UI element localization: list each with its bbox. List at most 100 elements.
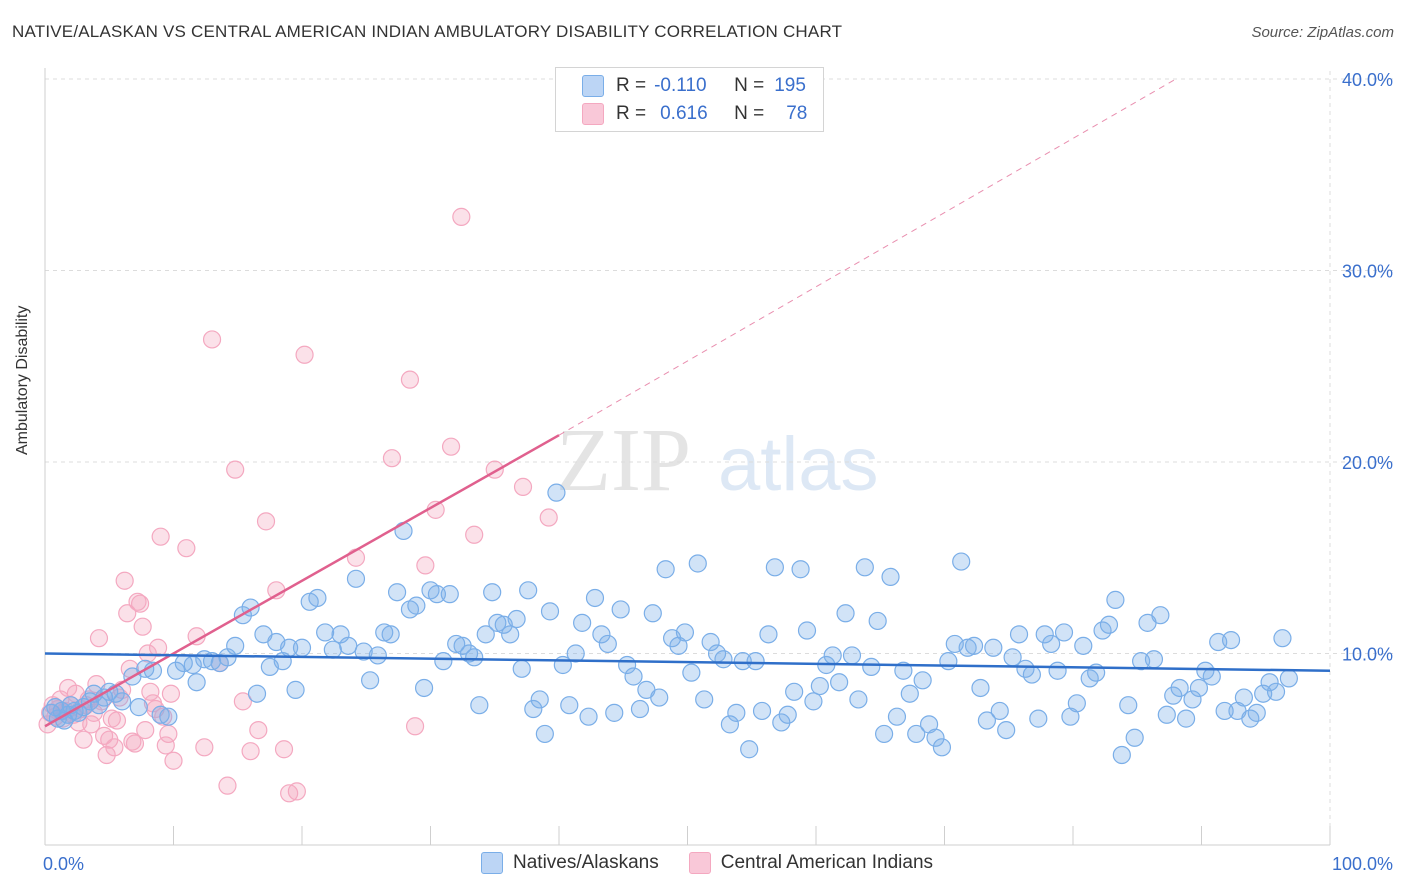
natives-point [913, 671, 932, 690]
central-american-point [125, 734, 145, 753]
natives-point [1009, 625, 1029, 644]
natives-point [394, 521, 413, 541]
y-tick-label: 10.0% [1342, 645, 1393, 665]
natives-point [791, 560, 810, 579]
natives-point [1067, 694, 1086, 713]
natives-point [387, 583, 407, 602]
legend-r-label: R = [616, 103, 647, 124]
central-american-trend-line [44, 434, 560, 728]
y-tick-label: 40.0% [1342, 70, 1393, 90]
natives-point [540, 602, 560, 621]
source-label: Source: ZipAtlas.com [1251, 24, 1394, 41]
central-american-point [382, 449, 402, 468]
natives-point [900, 684, 919, 703]
central-american-point [130, 594, 150, 613]
natives-point [166, 661, 186, 680]
natives-point [675, 623, 695, 642]
natives-point [887, 707, 907, 726]
legend-n-value: 78 [786, 103, 808, 124]
natives-point [868, 611, 887, 631]
legend-r-value: 0.616 [660, 103, 708, 124]
natives-point [566, 644, 585, 663]
legend-row-natives: R = -0.110 N = 195 [582, 73, 806, 99]
central-american-point [241, 742, 260, 761]
central-american-point [513, 477, 533, 496]
natives-point [630, 699, 650, 719]
central-american-point [177, 539, 196, 558]
natives-point [688, 554, 707, 573]
legend-r-label: R = [616, 75, 647, 96]
central-american-point [287, 782, 306, 801]
natives-point [907, 724, 926, 744]
blue-swatch-icon [481, 852, 503, 874]
natives-point [1099, 615, 1119, 634]
central-american-point [133, 617, 152, 636]
natives-point [592, 625, 611, 644]
natives-point [476, 625, 495, 644]
natives-point [997, 720, 1016, 740]
natives-point [1202, 667, 1221, 686]
legend-central-american-label: Central American Indians [720, 852, 934, 873]
central-american-point [164, 751, 183, 770]
central-american-point [452, 207, 471, 226]
watermark-zip: ZIP [556, 411, 691, 510]
central-american-point [202, 330, 222, 349]
central-american-point [97, 745, 116, 765]
x-tick-label: 100.0% [1332, 854, 1393, 874]
natives-point [849, 690, 868, 709]
natives-point [1273, 629, 1292, 648]
natives-point [1048, 661, 1067, 680]
natives-point [862, 657, 881, 677]
natives-point [1029, 709, 1048, 728]
natives-point [785, 682, 804, 701]
natives-point [1183, 690, 1202, 709]
natives-point [512, 659, 531, 678]
natives-point [624, 667, 643, 686]
natives-point [292, 638, 312, 657]
chart-title: NATIVE/ALASKAN VS CENTRAL AMERICAN INDIA… [12, 22, 843, 41]
central-american-point [295, 345, 314, 364]
central-american-point [74, 730, 93, 749]
central-american-point [441, 437, 461, 456]
natives-point [524, 699, 543, 719]
correlation-legend: R = -0.110 N = 195 R = 0.616 N = 78 [555, 67, 824, 132]
watermark-atlas: atlas [718, 422, 879, 507]
y-tick-label: 20.0% [1342, 453, 1393, 473]
natives-point [1157, 705, 1176, 724]
pink-swatch-icon [582, 103, 604, 125]
natives-point [752, 701, 772, 721]
central-american-point [151, 527, 170, 546]
natives-point [881, 567, 900, 587]
central-american-trend-extension [558, 78, 1177, 436]
natives-point [414, 678, 434, 698]
natives-point [952, 552, 971, 571]
natives-point [247, 684, 267, 703]
natives-point [407, 596, 426, 615]
natives-point [823, 646, 842, 665]
natives-point [465, 648, 484, 667]
natives-point [804, 692, 823, 711]
natives-point [1221, 630, 1241, 650]
natives-point [875, 724, 894, 744]
central-american-point [195, 738, 214, 757]
natives-point [971, 678, 990, 698]
natives-point [488, 613, 507, 632]
natives-point [286, 680, 305, 699]
natives-point [1266, 682, 1286, 701]
natives-point [535, 724, 554, 744]
natives-point [159, 707, 178, 726]
natives-point [447, 634, 466, 654]
natives-point [368, 646, 387, 665]
legend-n-value: 195 [774, 75, 806, 96]
natives-point [375, 623, 394, 642]
central-american-point [161, 684, 181, 703]
natives-point [598, 634, 617, 654]
natives-point [1125, 728, 1144, 747]
natives-point [1260, 673, 1279, 692]
natives-point [836, 604, 855, 623]
natives-point [695, 690, 714, 709]
natives-point [560, 696, 579, 715]
natives-point [519, 581, 538, 600]
natives-point [427, 585, 447, 604]
central-american-point [226, 460, 245, 479]
